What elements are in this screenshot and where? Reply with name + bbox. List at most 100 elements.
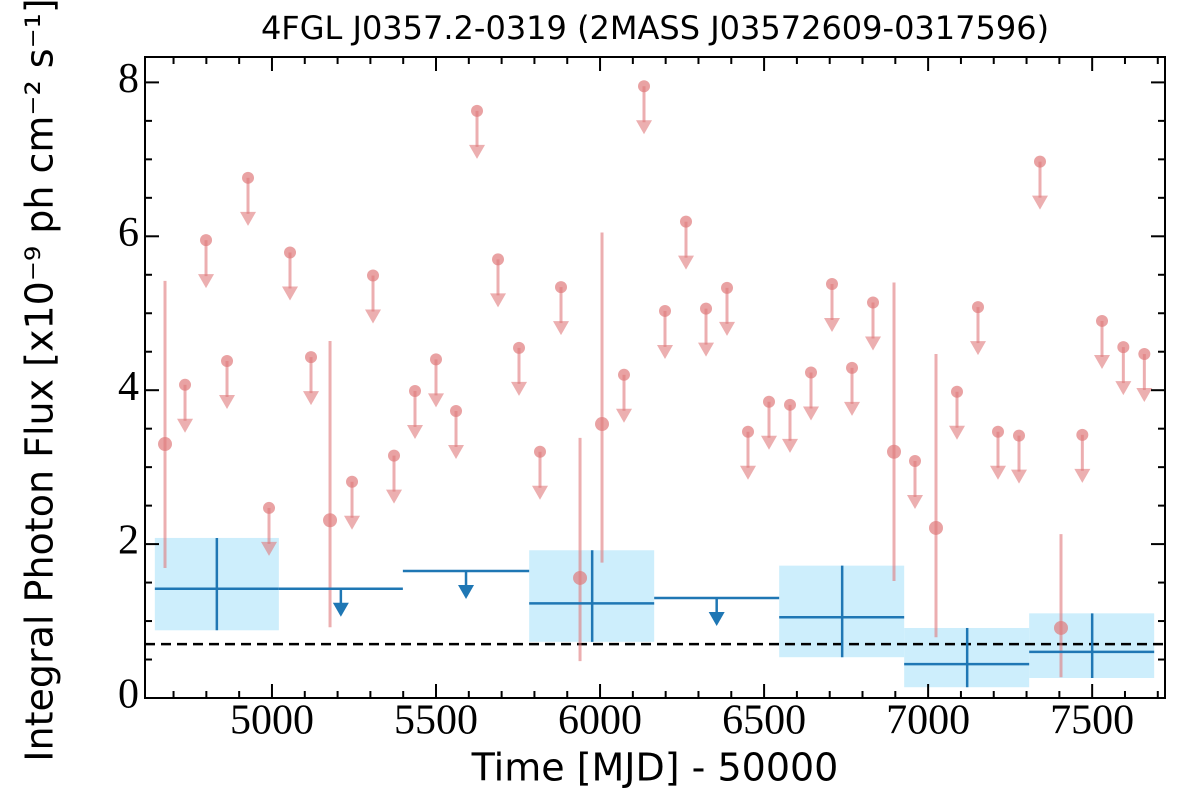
point (323, 513, 338, 528)
upper-limit-point (721, 281, 734, 294)
upper-limit-arrow (990, 465, 1007, 480)
point (1053, 620, 1068, 635)
upper-limit-point (805, 366, 818, 379)
point (158, 437, 173, 452)
upper-limit-point (867, 296, 880, 309)
y-tick-label: 0 (118, 672, 139, 718)
y-tick-label: 8 (118, 56, 139, 102)
upper-limit-point (1117, 341, 1130, 354)
upper-limit-point (450, 404, 463, 417)
upper-limit-arrow (469, 144, 486, 159)
upper-limit-point (242, 171, 255, 184)
upper-limit-arrow (907, 494, 924, 509)
upper-limit-point (534, 445, 547, 458)
upper-limit-point (1076, 428, 1089, 441)
upper-limit-arrow (240, 211, 257, 226)
upper-limit-arrow (198, 274, 215, 289)
y-axis-label: Integral Photon Flux [x10⁻⁹ ph cm⁻² s⁻¹] (18, 0, 62, 762)
upper-limit-arrow (823, 318, 840, 333)
upper-limit-arrow (657, 344, 674, 359)
upper-limit-arrow (511, 381, 528, 396)
upper-limit-point (1013, 429, 1026, 442)
upper-limit-arrow (490, 293, 507, 308)
upper-limit-point (305, 351, 318, 364)
x-tick-label: 6000 (558, 698, 642, 744)
upper-limit-arrow (803, 406, 820, 421)
chart-title: 4FGL J0357.2-0319 (2MASS J03572609-03175… (261, 9, 1049, 47)
x-tick-label: 5000 (230, 698, 314, 744)
upper-limit-arrow (1011, 469, 1028, 484)
bin-upper-limit-arrow (708, 611, 725, 626)
point (595, 417, 610, 432)
x-tick-label: 5500 (394, 698, 478, 744)
upper-limit-arrow (261, 541, 278, 556)
upper-limit-arrow (1074, 468, 1091, 483)
upper-limit-point (763, 395, 776, 408)
upper-limit-point (992, 425, 1005, 438)
upper-limit-arrow (219, 394, 236, 409)
upper-limit-arrow (948, 425, 965, 440)
y-tick-label: 4 (118, 364, 139, 410)
upper-limit-point (555, 281, 568, 294)
upper-limit-arrow (782, 438, 799, 453)
upper-limit-arrow (448, 444, 465, 459)
upper-limit-arrow (282, 286, 299, 301)
upper-limit-point (221, 354, 234, 367)
upper-limit-point (471, 104, 484, 117)
upper-limit-arrow (969, 341, 986, 356)
upper-limit-point (659, 304, 672, 317)
x-tick-label: 7000 (886, 698, 970, 744)
upper-limit-arrow (1032, 195, 1049, 210)
upper-limit-arrow (344, 515, 361, 530)
upper-limit-point (1138, 348, 1151, 361)
upper-limit-point (680, 215, 693, 228)
bin-upper-limit-arrow (458, 585, 475, 600)
upper-limit-arrow (553, 321, 570, 336)
upper-limit-arrow (636, 120, 653, 135)
upper-limit-arrow (698, 342, 715, 357)
bin-upper-limit-arrow (332, 602, 349, 617)
upper-limit-point (367, 269, 380, 282)
upper-limit-arrow (1094, 354, 1111, 369)
upper-limit-point (1034, 155, 1047, 168)
upper-limit-point (825, 278, 838, 291)
upper-limit-point (784, 398, 797, 411)
upper-limit-point (971, 301, 984, 314)
upper-limit-point (430, 353, 443, 366)
upper-limit-point (909, 454, 922, 467)
upper-limit-arrow (303, 391, 320, 406)
upper-limit-arrow (1136, 388, 1153, 403)
upper-limit-arrow (865, 336, 882, 351)
point (573, 570, 588, 585)
upper-limit-point (846, 361, 859, 374)
upper-limit-point (638, 80, 651, 93)
upper-limit-arrow (407, 424, 424, 439)
upper-limit-point (388, 449, 401, 462)
upper-limit-point (200, 234, 213, 247)
point (929, 520, 944, 535)
y-tick-label: 6 (118, 210, 139, 256)
point (887, 444, 902, 459)
upper-limit-point (950, 385, 963, 398)
upper-limit-point (1096, 314, 1109, 327)
upper-limit-point (700, 302, 713, 315)
x-tick-label: 7500 (1050, 698, 1134, 744)
upper-limit-point (284, 246, 297, 259)
upper-limit-arrow (844, 401, 861, 416)
upper-limit-point (617, 368, 630, 381)
upper-limit-point (742, 425, 755, 438)
upper-limit-point (513, 341, 526, 354)
x-tick-label: 6500 (722, 698, 806, 744)
upper-limit-arrow (615, 408, 632, 423)
upper-limit-arrow (177, 418, 194, 433)
y-tick-label: 2 (118, 518, 139, 564)
upper-limit-point (346, 475, 359, 488)
upper-limit-point (492, 253, 505, 266)
upper-limit-point (179, 378, 192, 391)
plot-frame (144, 56, 1166, 699)
upper-limit-arrow (678, 255, 695, 270)
x-axis-label: Time [MJD] - 50000 (471, 746, 839, 790)
upper-limit-point (409, 384, 422, 397)
